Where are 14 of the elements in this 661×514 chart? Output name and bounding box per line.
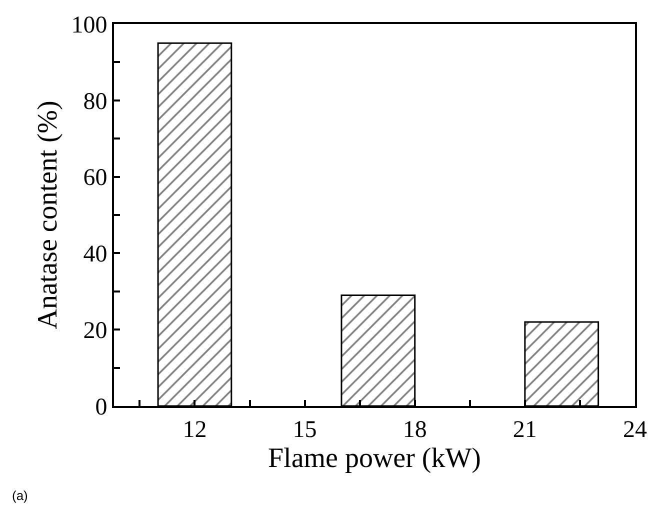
y-tick-label: 80 bbox=[83, 88, 108, 115]
y-tick-label: 100 bbox=[71, 12, 108, 38]
y-axis-title: Anatase content (%) bbox=[32, 100, 64, 330]
x-axis-title: Flame power (kW) bbox=[268, 442, 482, 474]
text: (a) bbox=[12, 488, 28, 503]
x-tick-label: 21 bbox=[512, 416, 537, 443]
y-tick-label: 60 bbox=[83, 165, 108, 192]
y-tick-label: 40 bbox=[83, 242, 108, 268]
x-tick-label: 18 bbox=[402, 416, 427, 443]
y-tick-label: 0 bbox=[95, 394, 108, 420]
x-tick-label: 24 bbox=[623, 416, 647, 443]
x-tick-label: 12 bbox=[182, 416, 207, 443]
x-tick-label: 15 bbox=[292, 416, 317, 443]
y-tick-label: 20 bbox=[83, 318, 108, 344]
